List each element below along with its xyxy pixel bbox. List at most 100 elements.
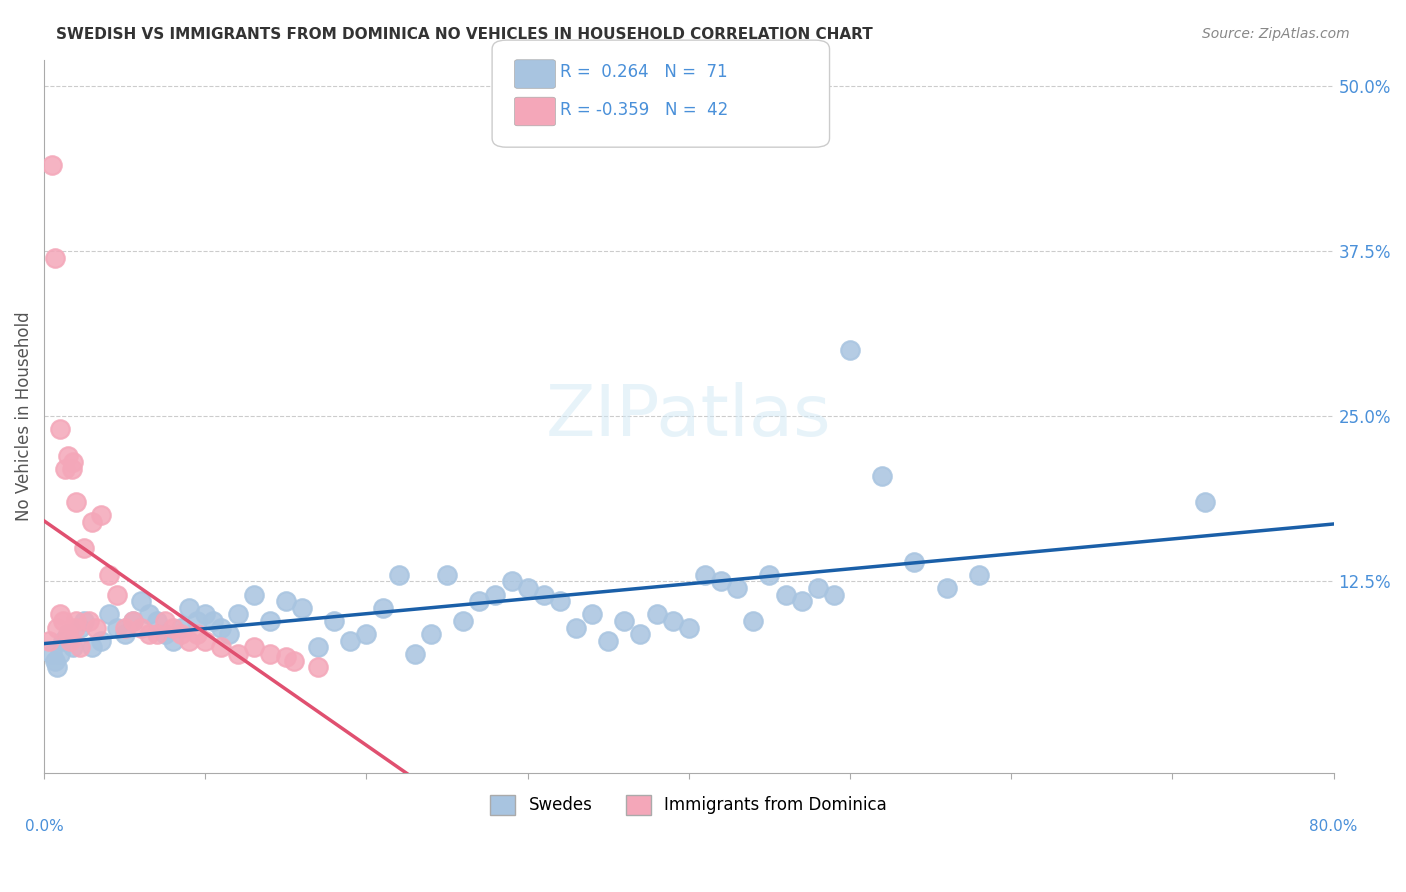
Text: 0.0%: 0.0% <box>25 819 63 834</box>
Point <box>693 567 716 582</box>
Point <box>46 660 69 674</box>
Point <box>226 607 249 622</box>
Point <box>209 621 232 635</box>
Point <box>501 574 523 589</box>
Point <box>77 614 100 628</box>
Point <box>138 627 160 641</box>
Point <box>114 621 136 635</box>
Point <box>138 607 160 622</box>
Point <box>179 600 201 615</box>
Point <box>82 640 104 655</box>
Point <box>129 621 152 635</box>
Point <box>59 633 82 648</box>
Point <box>49 647 72 661</box>
Text: R =  0.264   N =  71: R = 0.264 N = 71 <box>560 63 727 81</box>
Point <box>725 581 748 595</box>
Point <box>202 614 225 628</box>
Point <box>291 600 314 615</box>
Text: Source: ZipAtlas.com: Source: ZipAtlas.com <box>1202 27 1350 41</box>
Point <box>790 594 813 608</box>
Point <box>121 614 143 628</box>
Point <box>162 621 184 635</box>
Point <box>82 515 104 529</box>
Point <box>516 581 538 595</box>
Point <box>62 455 84 469</box>
Y-axis label: No Vehicles in Household: No Vehicles in Household <box>15 311 32 521</box>
Point <box>58 449 80 463</box>
Point <box>52 633 75 648</box>
Point <box>242 588 264 602</box>
Point <box>468 594 491 608</box>
Point <box>73 541 96 556</box>
Point <box>758 567 780 582</box>
Point <box>1194 495 1216 509</box>
Point <box>170 621 193 635</box>
Point <box>53 462 76 476</box>
Point <box>170 627 193 641</box>
Point <box>218 627 240 641</box>
Point <box>121 614 143 628</box>
Point <box>105 588 128 602</box>
Point <box>44 654 66 668</box>
Point <box>105 621 128 635</box>
Point <box>129 594 152 608</box>
Point <box>179 633 201 648</box>
Point <box>41 158 63 172</box>
Point <box>97 607 120 622</box>
Point <box>186 627 208 641</box>
Point <box>153 614 176 628</box>
Point <box>710 574 733 589</box>
Text: SWEDISH VS IMMIGRANTS FROM DOMINICA NO VEHICLES IN HOUSEHOLD CORRELATION CHART: SWEDISH VS IMMIGRANTS FROM DOMINICA NO V… <box>56 27 873 42</box>
Point <box>194 607 217 622</box>
Point <box>339 633 361 648</box>
Point <box>404 647 426 661</box>
Point <box>194 633 217 648</box>
Point <box>742 614 765 628</box>
Point <box>661 614 683 628</box>
Point <box>114 627 136 641</box>
Point <box>371 600 394 615</box>
Point <box>548 594 571 608</box>
Point <box>153 627 176 641</box>
Point <box>46 621 69 635</box>
Point <box>967 567 990 582</box>
Point <box>49 422 72 436</box>
Point <box>323 614 346 628</box>
Point <box>807 581 830 595</box>
Point <box>581 607 603 622</box>
Point <box>870 468 893 483</box>
Point <box>274 594 297 608</box>
Point <box>678 621 700 635</box>
Point <box>259 647 281 661</box>
Point <box>356 627 378 641</box>
Point <box>242 640 264 655</box>
Point <box>823 588 845 602</box>
Point <box>935 581 957 595</box>
Point <box>307 640 329 655</box>
Point <box>97 567 120 582</box>
Point <box>283 654 305 668</box>
Point <box>65 614 87 628</box>
Point <box>839 343 862 358</box>
Text: 80.0%: 80.0% <box>1309 819 1358 834</box>
Point <box>41 647 63 661</box>
Text: ZIPatlas: ZIPatlas <box>546 382 831 450</box>
Point <box>613 614 636 628</box>
Point <box>162 633 184 648</box>
Point <box>307 660 329 674</box>
Point <box>419 627 441 641</box>
Point <box>436 567 458 582</box>
Point <box>69 621 91 635</box>
Point <box>38 633 60 648</box>
Point <box>58 627 80 641</box>
Point <box>186 614 208 628</box>
Point <box>209 640 232 655</box>
Point <box>73 614 96 628</box>
Point <box>60 462 83 476</box>
Point <box>52 614 75 628</box>
Point <box>65 495 87 509</box>
Point <box>775 588 797 602</box>
Point <box>58 627 80 641</box>
Point <box>451 614 474 628</box>
Point <box>598 633 620 648</box>
